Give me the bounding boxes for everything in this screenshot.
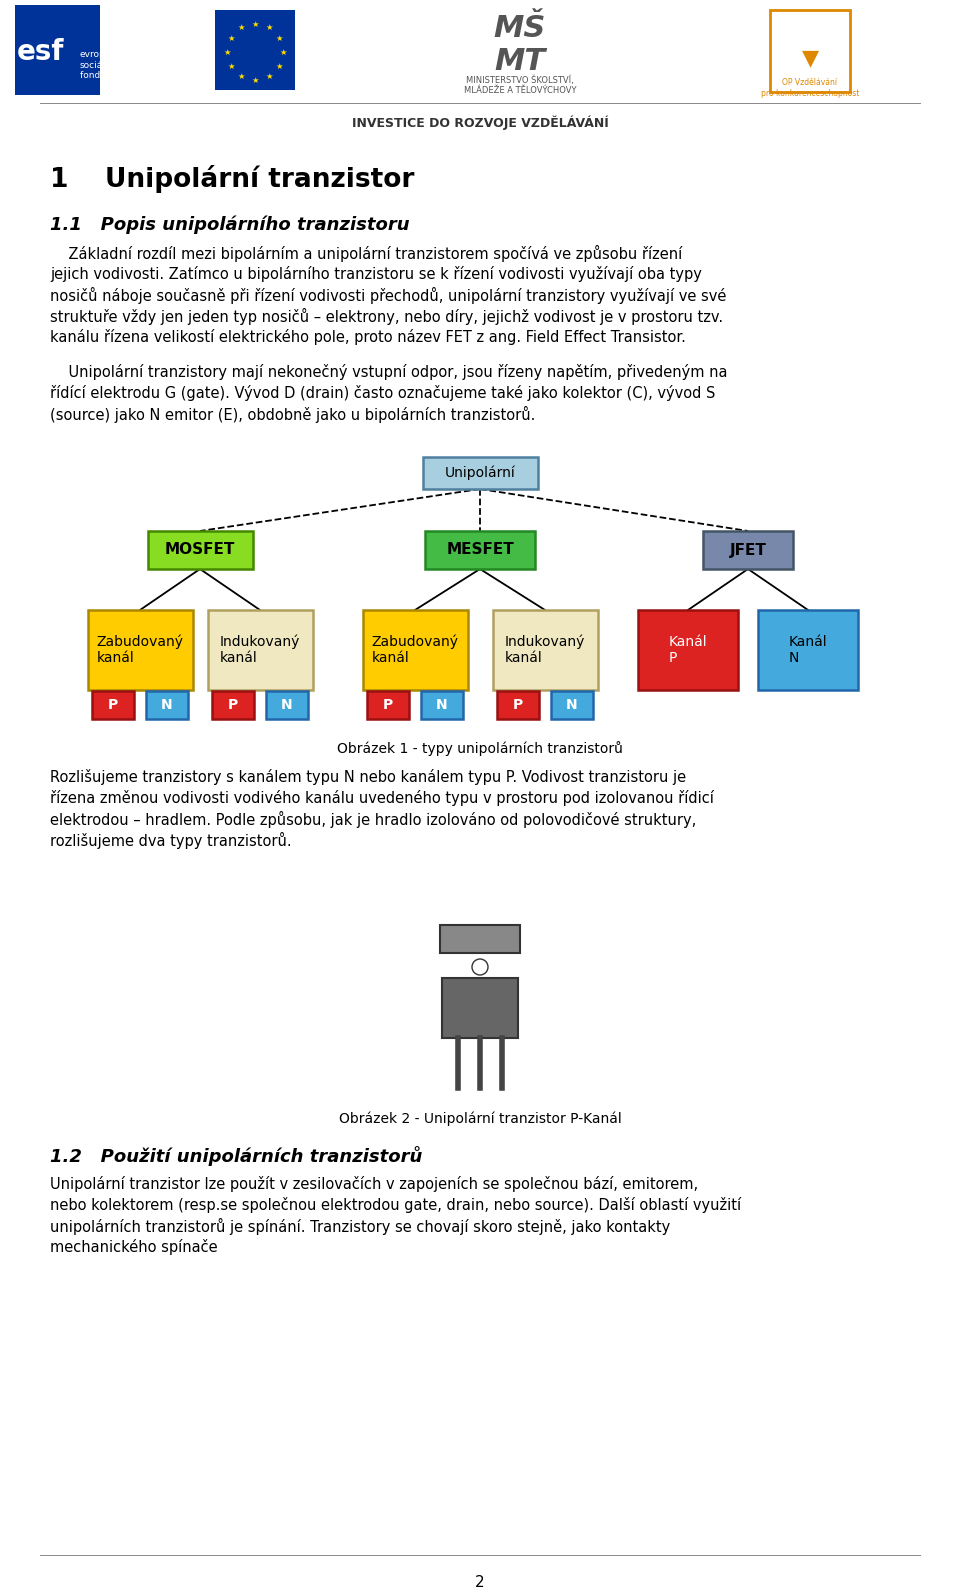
Text: ★: ★ <box>227 33 234 43</box>
FancyBboxPatch shape <box>492 610 597 690</box>
Text: ★: ★ <box>279 48 287 56</box>
Text: ★: ★ <box>227 62 234 70</box>
Text: P: P <box>108 698 118 712</box>
FancyBboxPatch shape <box>363 610 468 690</box>
Text: (source) jako N emitor (E), obdobně jako u bipolárních tranzistorů.: (source) jako N emitor (E), obdobně jako… <box>50 406 536 424</box>
Text: ★: ★ <box>276 33 283 43</box>
Text: Obrázek 1 - typy unipolárních tranzistorů: Obrázek 1 - typy unipolárních tranzistor… <box>337 741 623 757</box>
Text: unipolárních tranzistorů je spínání. Tranzistory se chovají skoro stejně, jako k: unipolárních tranzistorů je spínání. Tra… <box>50 1219 670 1235</box>
Text: Zabudovaný
kanál: Zabudovaný kanál <box>97 634 183 666</box>
Text: Indukovaný
kanál: Indukovaný kanál <box>220 634 300 666</box>
FancyBboxPatch shape <box>703 530 793 569</box>
Text: Rozlišujeme tranzistory s kanálem typu N nebo kanálem typu P. Vodivost tranzisto: Rozlišujeme tranzistory s kanálem typu N… <box>50 769 686 785</box>
Text: P: P <box>383 698 394 712</box>
FancyBboxPatch shape <box>638 610 738 690</box>
Text: N: N <box>281 698 293 712</box>
Text: Obrázek 2 - Unipolární tranzistor P-Kanál: Obrázek 2 - Unipolární tranzistor P-Kaná… <box>339 1110 621 1126</box>
Text: N: N <box>161 698 173 712</box>
Text: ★: ★ <box>265 24 273 32</box>
Text: Unipolární tranzistory mají nekonečný vstupní odpor, jsou řízeny napětím, přived: Unipolární tranzistory mají nekonečný vs… <box>50 363 728 381</box>
Text: N: N <box>436 698 447 712</box>
FancyBboxPatch shape <box>758 610 858 690</box>
Text: N: N <box>566 698 578 712</box>
Text: Základní rozdíl mezi bipolárním a unipolární tranzistorem spočívá ve způsobu říz: Základní rozdíl mezi bipolárním a unipol… <box>50 245 683 261</box>
FancyBboxPatch shape <box>15 5 100 96</box>
FancyBboxPatch shape <box>148 530 252 569</box>
Text: ★: ★ <box>237 24 245 32</box>
Text: Kanál
N: Kanál N <box>789 636 828 666</box>
Text: P: P <box>228 698 238 712</box>
FancyBboxPatch shape <box>146 691 188 718</box>
Text: 2: 2 <box>475 1575 485 1590</box>
Text: ★: ★ <box>276 62 283 70</box>
Text: řízena změnou vodivosti vodivého kanálu uvedeného typu v prostoru pod izolovanou: řízena změnou vodivosti vodivého kanálu … <box>50 790 714 806</box>
FancyBboxPatch shape <box>425 530 535 569</box>
Text: nosičů náboje současně při řízení vodivosti přechodů, unipolární tranzistory vyu: nosičů náboje současně při řízení vodivo… <box>50 287 727 304</box>
Text: kanálu řízena velikostí elektrického pole, proto název FET z ang. Field Effect T: kanálu řízena velikostí elektrického pol… <box>50 330 685 346</box>
Text: elektrodou – hradlem. Podle způsobu, jak je hradlo izolováno od polovodičové str: elektrodou – hradlem. Podle způsobu, jak… <box>50 811 696 828</box>
Text: 1.2   Použití unipolárních tranzistorů: 1.2 Použití unipolárních tranzistorů <box>50 1145 422 1166</box>
Text: OP Vzdělávání
pro konkurenceschopnost: OP Vzdělávání pro konkurenceschopnost <box>761 78 859 97</box>
Text: jejich vodivosti. Zatímco u bipolárního tranzistoru se k řízení vodivosti využív: jejich vodivosti. Zatímco u bipolárního … <box>50 266 702 282</box>
Text: ★: ★ <box>252 19 259 29</box>
Text: MOSFET: MOSFET <box>165 543 235 558</box>
FancyBboxPatch shape <box>207 610 313 690</box>
Text: 1.1   Popis unipolárního tranzistoru: 1.1 Popis unipolárního tranzistoru <box>50 215 410 234</box>
Text: evropský
sociální
fond v ČR: evropský sociální fond v ČR <box>80 49 124 80</box>
Text: P: P <box>513 698 523 712</box>
FancyBboxPatch shape <box>92 691 134 718</box>
Text: ★: ★ <box>224 48 230 56</box>
Text: mechanického spínače: mechanického spínače <box>50 1239 218 1255</box>
FancyBboxPatch shape <box>551 691 593 718</box>
FancyBboxPatch shape <box>266 691 308 718</box>
Text: Indukovaný
kanál: Indukovaný kanál <box>505 634 586 666</box>
Text: Unipolární: Unipolární <box>444 465 516 479</box>
Text: 1    Unipolární tranzistor: 1 Unipolární tranzistor <box>50 166 415 193</box>
Text: JFET: JFET <box>730 543 766 558</box>
FancyBboxPatch shape <box>215 10 295 89</box>
FancyBboxPatch shape <box>421 691 463 718</box>
Text: rozlišujeme dva typy tranzistorů.: rozlišujeme dva typy tranzistorů. <box>50 832 292 849</box>
Text: řídící elektrodu G (gate). Vývod D (drain) často označujeme také jako kolektor (: řídící elektrodu G (gate). Vývod D (drai… <box>50 386 715 401</box>
Text: MŠ
MT: MŠ MT <box>493 14 546 76</box>
Text: struktuře vždy jen jeden typ nosičů – elektrony, nebo díry, jejichž vodivost je : struktuře vždy jen jeden typ nosičů – el… <box>50 307 723 325</box>
Text: nebo kolektorem (resp.se společnou elektrodou gate, drain, nebo source). Další o: nebo kolektorem (resp.se společnou elekt… <box>50 1196 741 1212</box>
Text: esf: esf <box>16 38 63 65</box>
Text: ★: ★ <box>265 72 273 81</box>
Text: Kanál
P: Kanál P <box>669 636 708 666</box>
FancyBboxPatch shape <box>442 978 518 1039</box>
Text: MESFET: MESFET <box>446 543 514 558</box>
FancyBboxPatch shape <box>422 457 538 489</box>
Text: EVROPSKÁ UNIE: EVROPSKÁ UNIE <box>221 92 289 100</box>
Text: Zabudovaný
kanál: Zabudovaný kanál <box>372 634 459 666</box>
Text: ▼: ▼ <box>802 48 819 68</box>
Text: Unipolární tranzistor lze použít v zesilovačích v zapojeních se společnou bází, : Unipolární tranzistor lze použít v zesil… <box>50 1176 698 1192</box>
FancyBboxPatch shape <box>497 691 539 718</box>
Text: MINISTERSTVO ŠKOLSTVÍ,
MLÁDEŽE A TĚLOVÝCHOVY: MINISTERSTVO ŠKOLSTVÍ, MLÁDEŽE A TĚLOVÝC… <box>464 75 576 96</box>
Circle shape <box>472 959 488 975</box>
Text: INVESTICE DO ROZVOJE VZDĚLÁVÁNÍ: INVESTICE DO ROZVOJE VZDĚLÁVÁNÍ <box>351 116 609 131</box>
FancyBboxPatch shape <box>367 691 409 718</box>
Text: ★: ★ <box>252 75 259 84</box>
Text: ★: ★ <box>237 72 245 81</box>
FancyBboxPatch shape <box>212 691 254 718</box>
FancyBboxPatch shape <box>87 610 193 690</box>
FancyBboxPatch shape <box>440 926 520 953</box>
